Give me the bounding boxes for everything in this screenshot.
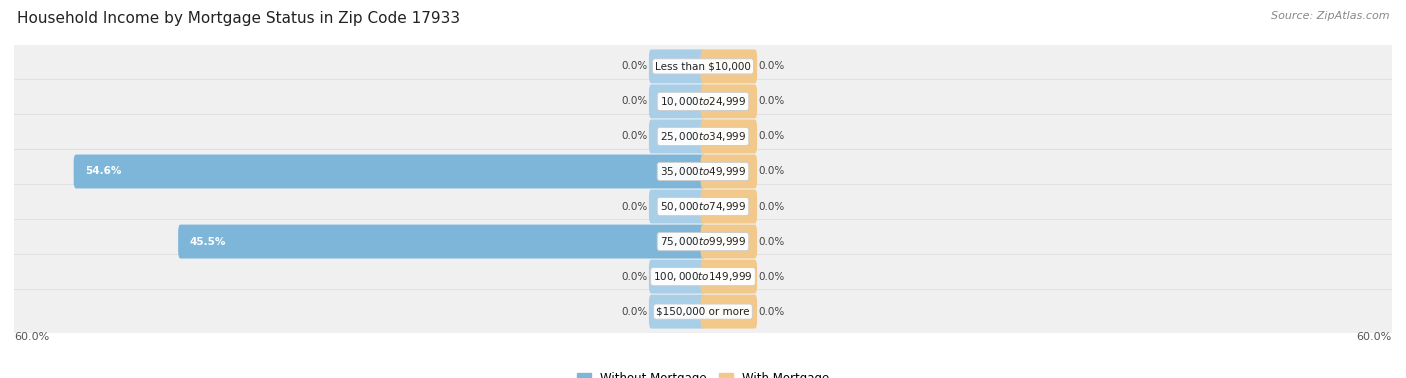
Text: 0.0%: 0.0%	[758, 307, 785, 317]
FancyBboxPatch shape	[7, 184, 1399, 229]
Text: Household Income by Mortgage Status in Zip Code 17933: Household Income by Mortgage Status in Z…	[17, 11, 460, 26]
Text: Source: ZipAtlas.com: Source: ZipAtlas.com	[1271, 11, 1389, 21]
FancyBboxPatch shape	[700, 295, 756, 328]
FancyBboxPatch shape	[7, 254, 1399, 299]
FancyBboxPatch shape	[179, 225, 706, 259]
Text: 0.0%: 0.0%	[621, 132, 648, 141]
Text: $75,000 to $99,999: $75,000 to $99,999	[659, 235, 747, 248]
Text: $50,000 to $74,999: $50,000 to $74,999	[659, 200, 747, 213]
Text: 0.0%: 0.0%	[758, 271, 785, 282]
FancyBboxPatch shape	[650, 84, 706, 118]
FancyBboxPatch shape	[73, 155, 706, 189]
FancyBboxPatch shape	[7, 44, 1399, 88]
FancyBboxPatch shape	[7, 149, 1399, 194]
Text: 0.0%: 0.0%	[758, 132, 785, 141]
Text: $25,000 to $34,999: $25,000 to $34,999	[659, 130, 747, 143]
Text: $150,000 or more: $150,000 or more	[657, 307, 749, 317]
Text: 0.0%: 0.0%	[621, 201, 648, 212]
FancyBboxPatch shape	[7, 115, 1399, 158]
FancyBboxPatch shape	[650, 260, 706, 294]
Text: 0.0%: 0.0%	[621, 271, 648, 282]
FancyBboxPatch shape	[650, 189, 706, 223]
Text: 0.0%: 0.0%	[621, 61, 648, 71]
Legend: Without Mortgage, With Mortgage: Without Mortgage, With Mortgage	[572, 367, 834, 378]
Text: 0.0%: 0.0%	[758, 237, 785, 246]
FancyBboxPatch shape	[700, 189, 756, 223]
Text: 0.0%: 0.0%	[758, 201, 785, 212]
Text: $35,000 to $49,999: $35,000 to $49,999	[659, 165, 747, 178]
FancyBboxPatch shape	[650, 295, 706, 328]
Text: 0.0%: 0.0%	[758, 61, 785, 71]
FancyBboxPatch shape	[7, 79, 1399, 124]
Text: 45.5%: 45.5%	[190, 237, 226, 246]
FancyBboxPatch shape	[700, 50, 756, 83]
Text: $100,000 to $149,999: $100,000 to $149,999	[654, 270, 752, 283]
FancyBboxPatch shape	[700, 260, 756, 294]
FancyBboxPatch shape	[700, 225, 756, 259]
Text: 0.0%: 0.0%	[621, 307, 648, 317]
Text: 60.0%: 60.0%	[1357, 332, 1392, 342]
Text: 54.6%: 54.6%	[86, 166, 122, 177]
FancyBboxPatch shape	[7, 220, 1399, 263]
Text: 0.0%: 0.0%	[758, 166, 785, 177]
FancyBboxPatch shape	[650, 119, 706, 153]
FancyBboxPatch shape	[700, 84, 756, 118]
Text: $10,000 to $24,999: $10,000 to $24,999	[659, 95, 747, 108]
FancyBboxPatch shape	[7, 290, 1399, 334]
Text: 0.0%: 0.0%	[758, 96, 785, 107]
Text: Less than $10,000: Less than $10,000	[655, 61, 751, 71]
Text: 0.0%: 0.0%	[621, 96, 648, 107]
FancyBboxPatch shape	[700, 119, 756, 153]
FancyBboxPatch shape	[650, 50, 706, 83]
FancyBboxPatch shape	[700, 155, 756, 189]
Text: 60.0%: 60.0%	[14, 332, 49, 342]
